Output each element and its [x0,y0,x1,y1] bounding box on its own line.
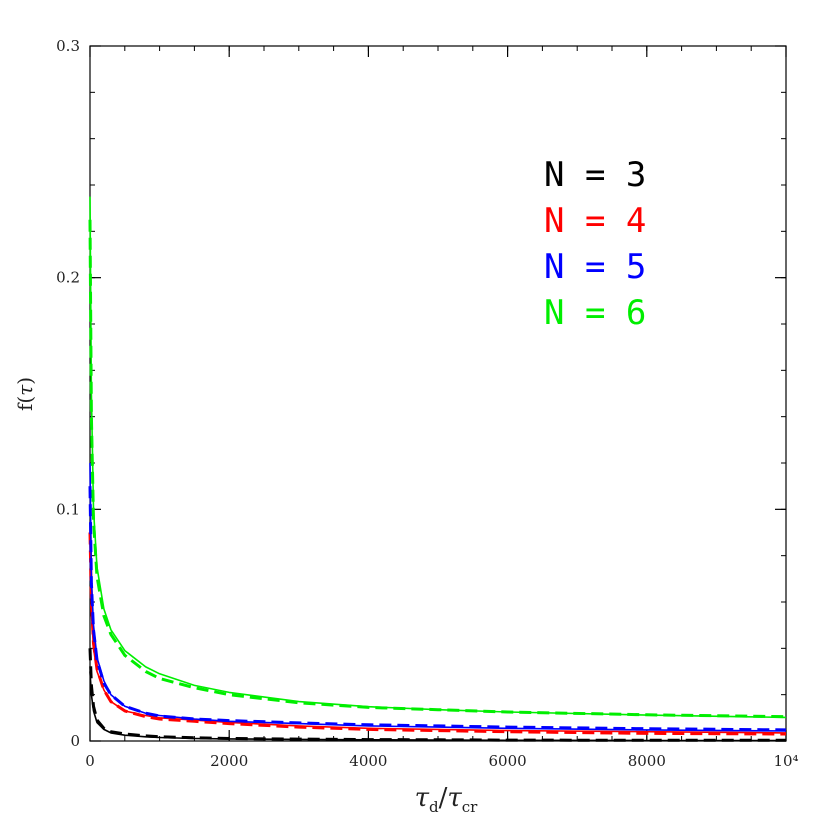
x-tick-labels: 0 2000 4000 6000 8000 10⁴ [85,752,798,770]
y-tick-label: 0 [70,732,80,750]
legend-entry-n6: N = 6 [544,293,646,333]
series-line-2-solid [89,544,787,734]
x-axis-label: τd/τcr [415,783,479,816]
minor-ticks [89,45,787,742]
series-line-4-solid [89,462,787,732]
x-tick-label: 0 [85,752,95,770]
y-axis-label-tau: τ [13,384,37,396]
series-group [88,196,787,742]
y-tick-label: 0.1 [56,500,80,518]
y-axis-label-pre: f( [13,396,37,411]
x-axis-label-sub-cr: cr [462,798,478,816]
major-ticks [89,45,787,742]
series-line-6-solid [89,196,787,719]
plot-frame [89,45,787,742]
legend-entry-n3: N = 3 [544,155,646,195]
y-tick-labels: 0 0.1 0.2 0.3 [56,37,80,750]
x-tick-label: 4000 [349,752,387,770]
y-axis-label: f(τ) [13,377,37,411]
legend-entry-n4: N = 4 [544,201,646,241]
series-line-5-dashed [88,486,787,732]
y-tick-label: 0.3 [56,37,80,55]
x-axis-label-tau-d: τ [415,783,430,813]
x-axis-label-slash: / [439,783,448,813]
x-tick-label: 2000 [210,752,248,770]
x-tick-label: 8000 [628,752,666,770]
x-tick-label: 10⁴ [773,752,798,770]
series-line-3-dashed [88,532,787,736]
y-axis-label-post: ) [13,377,37,385]
x-tick-label: 6000 [489,752,527,770]
y-tick-label: 0.2 [56,269,80,287]
x-axis-label-sub-d: d [429,798,439,816]
legend: N = 3 N = 4 N = 5 N = 6 [544,155,646,333]
legend-entry-n5: N = 5 [544,247,646,287]
series-line-1-dashed [88,648,786,742]
x-axis-label-tau-cr: τ [447,783,462,813]
series-line-7-dashed [88,219,787,719]
